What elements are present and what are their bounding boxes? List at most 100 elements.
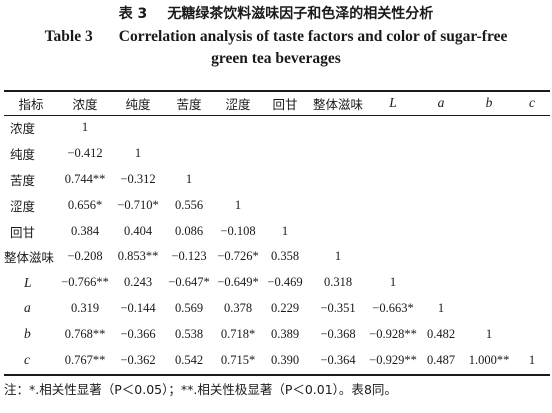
row-label: 苦度 [10,172,36,188]
row-label: 回甘 [10,224,36,240]
empty-cell [514,296,550,322]
table-cell: 0.569 [174,300,204,315]
caption-zh-title: 无糖绿茶饮料滋味因子和色泽的相关性分析 [167,6,434,22]
table-cell: −0.647* [168,275,210,290]
column-header: b [485,95,493,110]
table-cell: 0.538 [174,326,204,341]
table-cell: −0.144 [120,300,156,315]
row-label: 整体滋味 [4,250,55,266]
table-cell: 1 [81,120,89,135]
table-row: 回甘 0.384 0.404 0.086 −0.108 1 [4,218,550,244]
table-row: a 0.319 −0.144 0.569 0.378 0.229 −0.351 −0.663*… [4,296,550,322]
table-row: 浓度 1 [4,115,550,141]
caption-en-title-line-2: green tea beverages [211,50,341,67]
table-cell: 0.390 [270,352,300,367]
empty-cell [308,218,368,244]
empty-cell [308,192,368,218]
table-cell: 0.086 [174,223,204,238]
caption-en: Table 3 Correlation analysis of taste fac… [0,26,552,70]
table-cell: −0.726* [217,249,259,264]
empty-cell [514,115,550,141]
table-header-rule [4,115,550,116]
empty-cell [164,115,214,141]
table-row: 整体滋味 −0.208 0.853** −0.123 −0.726* 0.358 1 [4,244,550,270]
empty-cell [418,244,464,270]
table-cell: 1 [185,171,193,186]
empty-cell [308,115,368,141]
table-row: 涩度 0.656* −0.710* 0.556 1 [4,192,550,218]
empty-cell [514,321,550,347]
empty-cell [262,141,308,167]
empty-cell [164,141,214,167]
empty-cell [514,244,550,270]
table-cell: 0.482 [426,326,456,341]
table-cell: −0.412 [67,146,103,161]
row-label: 浓度 [10,121,36,137]
table-cell: 1 [134,146,142,161]
caption-en-number: Table 3 [44,28,93,45]
empty-cell [112,115,164,141]
table-cell: 1 [389,275,397,290]
empty-cell [514,141,550,167]
empty-cell [368,192,418,218]
table-cell: 0.319 [70,300,100,315]
table-cell: −0.351 [320,300,356,315]
table-cell: −0.929** [369,352,417,367]
table-body: 浓度 1 纯度 −0.412 1 苦度 0.744** −0.312 1 涩度 0.656* −0.7… [4,115,550,373]
table-cell: 0.229 [270,300,300,315]
table-cell: 0.378 [223,300,253,315]
table-cell: −0.928** [369,326,417,341]
table-cell: 1 [234,197,242,212]
table-footnote: 注：*.相关性显著（P＜0.05）；**.相关性极显著（P＜0.01）。表8同。 [4,382,397,397]
table-cell: −0.123 [171,249,207,264]
column-header: c [529,95,535,110]
row-label: b [24,326,31,342]
table-row: 纯度 −0.412 1 [4,141,550,167]
table-cell: 0.318 [323,275,353,290]
empty-cell [262,167,308,193]
empty-cell [418,141,464,167]
table-cell: −0.362 [120,352,156,367]
empty-cell [514,270,550,296]
empty-cell [514,167,550,193]
empty-cell [368,218,418,244]
table-cell: −0.366 [120,326,156,341]
table-cell: 0.542 [174,352,204,367]
column-header: L [389,95,397,110]
row-label: a [24,300,31,316]
table-cell: −0.766** [61,275,109,290]
table-cell: 0.744** [64,171,106,186]
empty-cell [514,192,550,218]
caption-zh-number: 表 3 [118,6,148,22]
empty-cell [464,192,514,218]
empty-cell [418,115,464,141]
table-cell: 0.767** [64,352,106,367]
table-cell: 1 [528,352,536,367]
empty-cell [368,141,418,167]
table-cell: 0.556 [174,197,204,212]
header-corner: 指标 [18,96,44,112]
table-bottom-rule [4,374,550,376]
column-header: 回甘 [272,96,298,112]
table-cell: −0.710* [117,197,159,212]
table-cell: −0.663* [372,300,414,315]
empty-cell [418,192,464,218]
table-cell: −0.312 [120,171,156,186]
empty-cell [308,167,368,193]
empty-cell [514,218,550,244]
table-cell: 1.000** [468,352,510,367]
table-row: c 0.767** −0.362 0.542 0.715* 0.390 −0.364 −0.9… [4,347,550,373]
table-cell: −0.469 [267,275,303,290]
table-cell: 1 [334,249,342,264]
table-cell: 1 [485,326,493,341]
empty-cell [262,192,308,218]
table-cell: −0.208 [67,249,103,264]
table-cell: 0.404 [123,223,153,238]
empty-cell [308,141,368,167]
table-row: b 0.768** −0.366 0.538 0.718* 0.389 −0.368 −0.9… [4,321,550,347]
empty-cell [368,115,418,141]
empty-cell [464,270,514,296]
table-cell: 0.243 [123,275,153,290]
column-header: 浓度 [72,96,98,112]
